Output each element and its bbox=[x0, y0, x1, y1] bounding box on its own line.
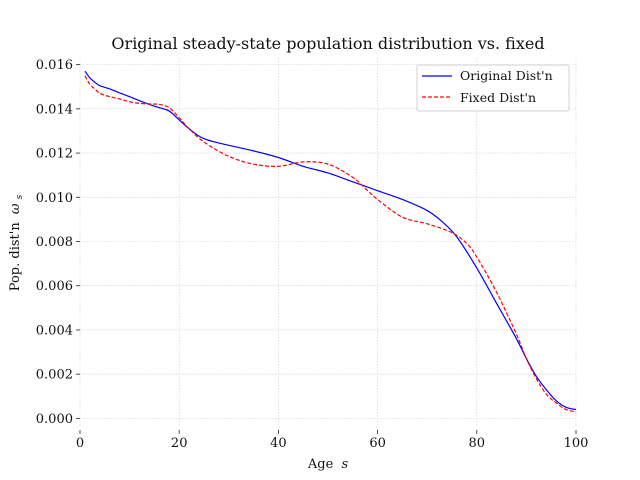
x-tick-label: 20 bbox=[171, 436, 188, 451]
series-line-fixed bbox=[84, 75, 577, 413]
y-axis-label: Pop. dist'n ω s bbox=[8, 194, 25, 291]
y-tick-label: 0.002 bbox=[36, 368, 73, 383]
y-tick-label: 0.008 bbox=[36, 235, 73, 250]
y-tick-label: 0.010 bbox=[36, 191, 73, 206]
y-tick-label: 0.016 bbox=[36, 58, 73, 73]
series-layer bbox=[84, 70, 577, 413]
y-tick-label: 0.014 bbox=[36, 102, 73, 117]
legend-box bbox=[416, 64, 570, 112]
x-tick-label: 80 bbox=[469, 436, 486, 451]
legend: Original Dist'n Fixed Dist'n bbox=[416, 64, 570, 112]
legend-label-fixed: Fixed Dist'n bbox=[460, 90, 536, 105]
x-tick-label: 60 bbox=[369, 436, 386, 451]
y-tick-label: 0.000 bbox=[36, 412, 73, 427]
x-tick-label: 0 bbox=[76, 436, 84, 451]
x-axis-label-symbol: s bbox=[341, 457, 348, 472]
x-axis-label: Age s bbox=[307, 457, 349, 472]
axes-layer: 0 20 40 60 80 100 0.000 0.002 0.004 0.006 0.008 0.0… bbox=[36, 58, 589, 451]
x-axis-label-text: Age bbox=[307, 457, 334, 472]
chart-title: Original steady-state population distrib… bbox=[111, 34, 544, 53]
x-tick-label: 100 bbox=[564, 436, 589, 451]
legend-label-original: Original Dist'n bbox=[460, 68, 553, 83]
x-tick-label: 40 bbox=[270, 436, 287, 451]
y-tick-label: 0.012 bbox=[36, 147, 73, 162]
y-axis-label-text: Pop. dist'n bbox=[8, 222, 23, 292]
y-axis-label-symbol: ω bbox=[8, 203, 23, 214]
y-tick-label: 0.004 bbox=[36, 323, 73, 338]
series-line-original bbox=[84, 70, 577, 411]
y-axis-label-subscript: s bbox=[15, 194, 25, 199]
y-tick-label: 0.006 bbox=[36, 279, 73, 294]
